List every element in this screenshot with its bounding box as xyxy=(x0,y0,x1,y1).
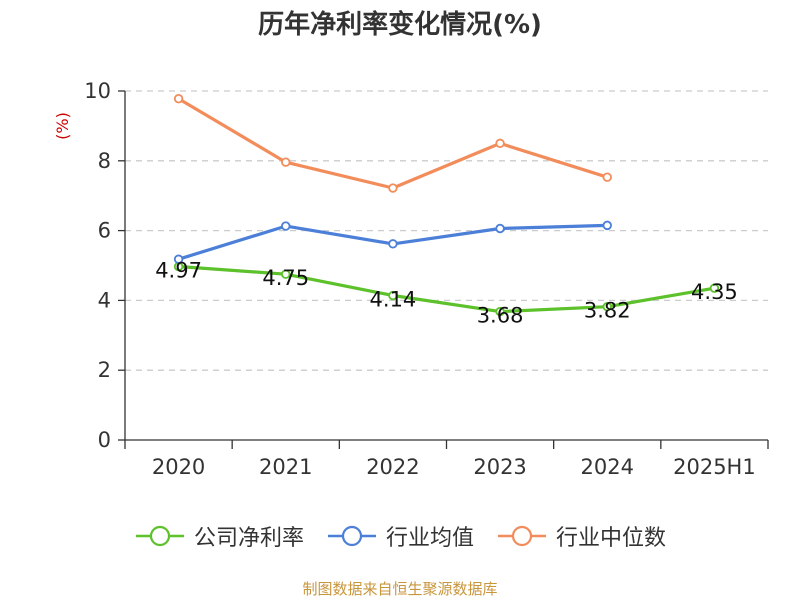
legend-label: 公司净利率 xyxy=(193,526,304,551)
source-note: 制图数据来自恒生聚源数据库 xyxy=(302,580,498,598)
axes: 0 2 4 6 8 10 2020 2021 2022 2023 2024 2025H1 (%) xyxy=(53,79,769,479)
data-label: 4.97 xyxy=(155,259,202,283)
data-point xyxy=(495,306,505,317)
data-point xyxy=(173,254,184,264)
legend-label: 行业均值 xyxy=(385,526,474,551)
data-point xyxy=(495,223,505,234)
data-point xyxy=(388,239,398,249)
legend-label: 行业中位数 xyxy=(556,526,667,551)
series-line-0 xyxy=(177,264,716,314)
data-point xyxy=(281,221,291,231)
x-tick-label: 2021 xyxy=(259,455,312,479)
data-point xyxy=(388,183,398,193)
data-point xyxy=(281,157,291,167)
x-tick-label: 2022 xyxy=(366,455,419,479)
y-tick-label: 10 xyxy=(84,79,111,103)
data-point xyxy=(602,172,612,182)
data-label: 4.35 xyxy=(691,280,738,304)
legend-item-2[interactable]: 行业中位数 xyxy=(496,520,666,552)
data-point xyxy=(602,301,612,312)
y-tick-label: 8 xyxy=(98,149,111,173)
data-point xyxy=(495,138,505,149)
series-lines xyxy=(173,93,720,317)
data-label: 3.68 xyxy=(477,304,524,328)
data-labels: 4.97 4.75 4.14 3.68 3.82 4.35 xyxy=(155,259,738,328)
legend-item-0[interactable]: 公司净利率 xyxy=(134,520,304,552)
x-tick-label: 2020 xyxy=(152,455,205,479)
x-tick-label: 2024 xyxy=(581,455,634,479)
x-tick-label: 2025H1 xyxy=(673,455,756,479)
y-tick-label: 6 xyxy=(98,219,111,243)
legend-item-1[interactable]: 行业均值 xyxy=(326,520,474,552)
y-axis-label: (%) xyxy=(53,112,72,140)
legend-marker-icon xyxy=(327,525,376,547)
data-point xyxy=(388,290,398,301)
data-point xyxy=(602,220,612,231)
data-point xyxy=(281,269,291,279)
legend-marker-icon xyxy=(135,525,184,547)
series-line-2 xyxy=(177,97,609,190)
x-tick-label: 2023 xyxy=(473,455,526,479)
data-label: 4.75 xyxy=(262,266,309,290)
chart-title: 历年净利率变化情况(%) xyxy=(258,10,542,40)
data-point xyxy=(709,283,720,293)
legend[interactable]: 公司净利率 行业均值 行业中位数 xyxy=(0,518,800,554)
data-label: 4.14 xyxy=(370,288,417,312)
data-label: 3.82 xyxy=(584,299,631,323)
grid-lines xyxy=(125,90,768,371)
y-tick-label: 2 xyxy=(98,358,111,382)
data-point xyxy=(173,93,184,104)
y-tick-label: 0 xyxy=(98,428,111,452)
y-tick-label: 4 xyxy=(98,288,111,312)
legend-marker-icon xyxy=(498,525,546,547)
